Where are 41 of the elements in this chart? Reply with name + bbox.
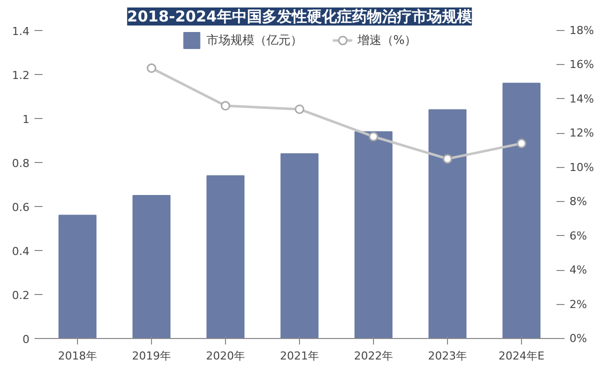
bar: [502, 82, 540, 338]
point: [294, 104, 304, 114]
y2-tick-label: 14%: [570, 92, 594, 106]
y-tick-label: 1.4: [12, 25, 30, 38]
point: [368, 132, 378, 142]
y-tick-label: 0.8: [12, 157, 30, 170]
y2-tick-label: 8%: [570, 195, 587, 208]
bar: [280, 153, 318, 338]
x-tick-label: 2024年E: [498, 350, 545, 362]
y2-tick-label: 12%: [570, 126, 594, 140]
bar: [206, 175, 244, 338]
y2-tick-label: 0%: [570, 332, 587, 345]
x-tick-label: 2019年: [132, 350, 172, 362]
point: [442, 154, 452, 164]
x-tick-label: 2023年: [428, 350, 468, 362]
y2-tick-label: 10%: [570, 160, 594, 174]
bar: [132, 195, 170, 338]
y-tick-label: 0.4: [12, 245, 30, 258]
y-tick-label: 0.6: [12, 201, 30, 214]
point: [516, 138, 526, 148]
x-tick-label: 2020年: [206, 350, 246, 362]
bar: [428, 109, 466, 338]
y2-tick-label: 18%: [570, 24, 594, 37]
bar: [58, 214, 96, 338]
point: [146, 63, 156, 73]
point: [220, 101, 230, 111]
chart-title: 2018-2024年中国多发性硬化症药物治疗市场规模: [127, 8, 473, 26]
y2-tick-label: 16%: [570, 58, 594, 72]
y-tick-label: 1: [22, 113, 30, 126]
y2-tick-label: 6%: [570, 229, 587, 242]
bar: [354, 131, 392, 338]
x-tick-label: 2021年: [280, 350, 320, 362]
x-tick-label: 2022年: [354, 350, 394, 362]
legend-label: 增速（%）: [357, 32, 417, 48]
legend-label: 市场规模（亿元）: [206, 32, 302, 48]
y-tick-label: 1.2: [12, 69, 30, 82]
y-tick-label: 0: [22, 333, 30, 346]
y-tick-label: 0.2: [12, 289, 30, 302]
y2-tick-label: 2%: [570, 298, 587, 311]
x-tick-label: 2018年: [58, 350, 98, 362]
y2-tick-label: 4%: [570, 264, 587, 277]
